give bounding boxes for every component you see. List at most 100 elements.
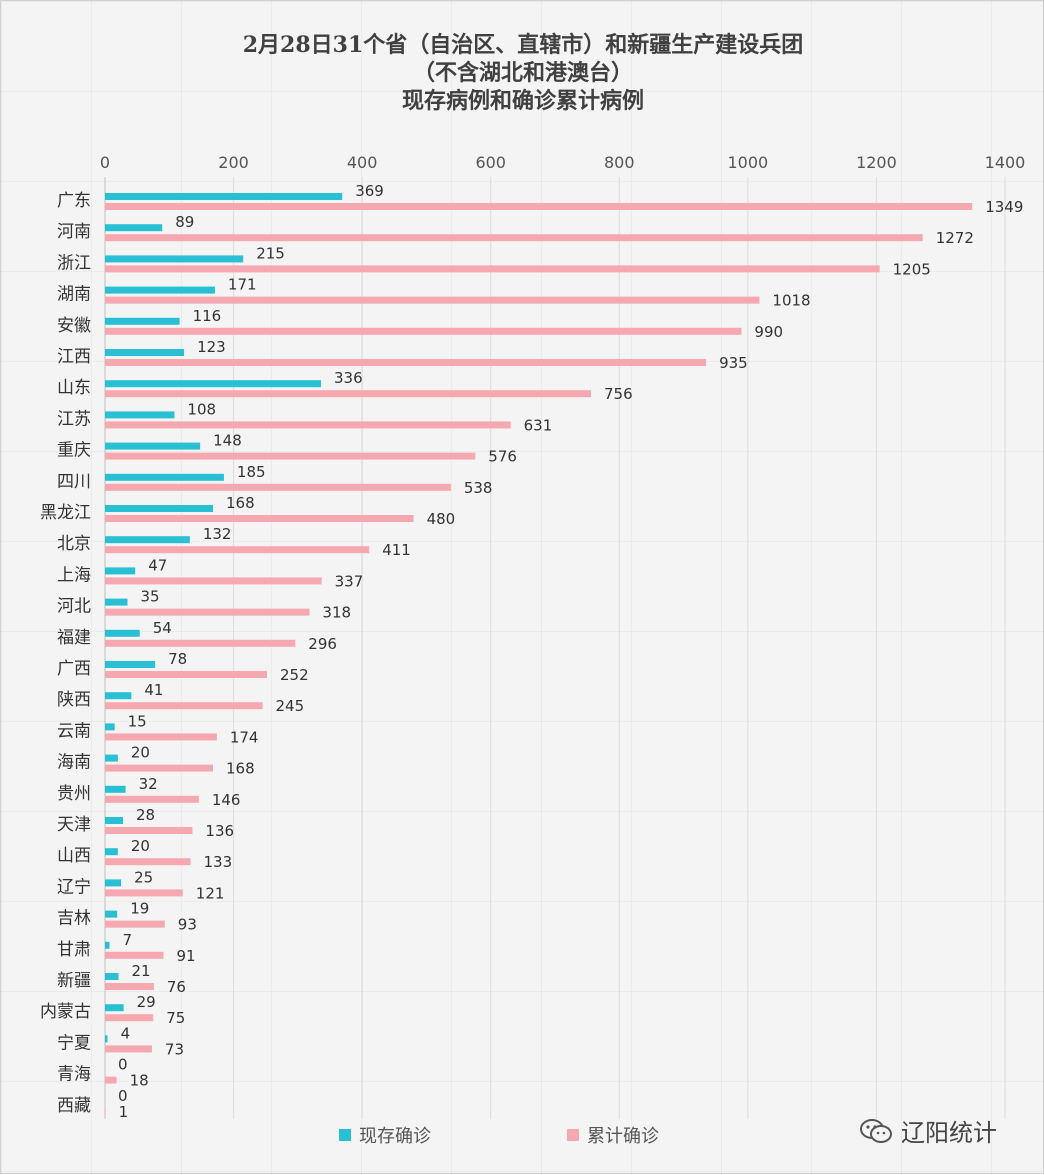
- data-label-existing: 15: [128, 712, 147, 730]
- bar-existing: [105, 536, 190, 544]
- data-label-cumulative: 146: [212, 791, 241, 809]
- data-label-cumulative: 990: [754, 323, 783, 341]
- data-label-cumulative: 935: [719, 354, 748, 372]
- chart-title-line1: 2月28日31个省（自治区、直辖市）和新疆生产建设兵团: [242, 32, 804, 58]
- bar-existing: [105, 661, 156, 668]
- data-label-existing: 123: [197, 338, 226, 356]
- data-label-existing: 108: [187, 400, 216, 418]
- data-label-cumulative: 1272: [936, 229, 974, 247]
- category-label: 山西: [57, 846, 91, 866]
- category-label: 天津: [57, 815, 91, 835]
- data-label-existing: 336: [334, 369, 363, 387]
- data-label-existing: 21: [132, 962, 151, 980]
- bar-cumulative: [105, 452, 476, 460]
- category-label: 陕西: [57, 690, 91, 710]
- bar-cumulative: [105, 296, 760, 304]
- data-label-existing: 168: [226, 494, 255, 512]
- data-label-cumulative: 1349: [985, 198, 1023, 216]
- data-label-existing: 19: [130, 900, 149, 918]
- category-label: 四川: [57, 472, 91, 492]
- category-label: 新疆: [57, 971, 91, 991]
- x-tick-label: 400: [347, 153, 378, 172]
- bar-cumulative: [105, 577, 322, 585]
- bar-existing: [105, 193, 343, 200]
- legend-swatch-cumulative: [567, 1129, 579, 1141]
- bar-existing: [105, 785, 126, 793]
- bar-existing: [105, 411, 175, 419]
- data-label-existing: 20: [131, 744, 150, 762]
- category-label: 云南: [57, 721, 91, 741]
- bar-existing: [105, 1004, 124, 1012]
- data-label-cumulative: 91: [177, 947, 196, 965]
- chart-title-line2: （不含湖北和港澳台）: [412, 60, 633, 86]
- data-label-existing: 89: [175, 213, 194, 231]
- bar-cumulative: [105, 795, 199, 803]
- bar-existing: [105, 629, 140, 637]
- data-label-cumulative: 631: [524, 416, 553, 434]
- bar-cumulative: [105, 827, 193, 834]
- bar-existing: [105, 473, 224, 481]
- x-tick-label: 200: [218, 153, 249, 172]
- legend-label-cumulative: 累计确诊: [587, 1126, 659, 1147]
- category-label: 宁夏: [57, 1033, 91, 1053]
- data-label-cumulative: 75: [166, 1009, 185, 1027]
- category-label: 江西: [57, 347, 91, 367]
- category-label: 福建: [57, 628, 91, 648]
- data-label-cumulative: 252: [280, 666, 309, 684]
- data-label-existing: 0: [118, 1087, 128, 1105]
- bar-cumulative: [105, 546, 370, 554]
- data-label-existing: 29: [137, 993, 156, 1011]
- chart-title: 2月28日31个省（自治区、直辖市）和新疆生产建设兵团 （不含湖北和港澳台） 现…: [1, 31, 1044, 115]
- bar-existing: [105, 973, 119, 980]
- bar-cumulative: [105, 327, 742, 335]
- data-label-existing: 28: [136, 806, 155, 824]
- bar-existing: [105, 349, 185, 356]
- bar-existing: [105, 505, 213, 512]
- category-label: 安徽: [57, 316, 91, 336]
- bar-existing: [105, 255, 244, 263]
- bar-cumulative: [105, 265, 880, 273]
- category-label: 辽宁: [57, 877, 91, 897]
- data-label-cumulative: 133: [204, 853, 233, 871]
- data-label-existing: 54: [153, 619, 172, 637]
- bar-cumulative: [105, 702, 263, 710]
- bar-existing: [105, 910, 118, 918]
- bar-existing: [105, 723, 115, 731]
- bar-existing: [105, 941, 110, 949]
- bar-existing: [105, 692, 132, 700]
- bar-cumulative: [105, 1014, 154, 1022]
- bar-existing: [105, 848, 118, 856]
- data-label-existing: 215: [256, 244, 285, 262]
- category-label: 青海: [57, 1065, 91, 1085]
- data-label-cumulative: 538: [464, 479, 493, 497]
- bar-existing: [105, 224, 163, 232]
- category-label: 重庆: [57, 441, 91, 461]
- bar-cumulative: [105, 920, 165, 928]
- data-label-existing: 20: [131, 837, 150, 855]
- data-label-existing: 47: [148, 556, 167, 574]
- bar-cumulative: [105, 234, 923, 242]
- legend-item-existing: 现存确诊: [339, 1122, 431, 1148]
- category-label: 海南: [57, 753, 91, 773]
- bar-existing: [105, 879, 122, 887]
- legend-item-cumulative: 累计确诊: [567, 1122, 659, 1148]
- data-label-existing: 78: [168, 650, 187, 668]
- category-label: 上海: [57, 565, 91, 585]
- data-label-cumulative: 168: [226, 760, 255, 778]
- legend-label-existing: 现存确诊: [359, 1126, 431, 1147]
- watermark-text: 辽阳统计: [901, 1119, 997, 1147]
- data-label-cumulative: 1: [119, 1103, 129, 1121]
- category-label: 河南: [57, 222, 91, 242]
- bar-existing: [105, 286, 215, 294]
- data-label-cumulative: 76: [167, 978, 186, 996]
- bar-cumulative: [105, 1107, 106, 1115]
- data-label-existing: 369: [355, 182, 384, 200]
- data-label-existing: 148: [213, 432, 242, 450]
- data-label-cumulative: 480: [427, 510, 456, 528]
- bar-existing: [105, 380, 321, 388]
- category-label: 广东: [57, 191, 91, 211]
- category-label: 甘肃: [57, 940, 91, 960]
- data-label-cumulative: 1205: [893, 260, 931, 278]
